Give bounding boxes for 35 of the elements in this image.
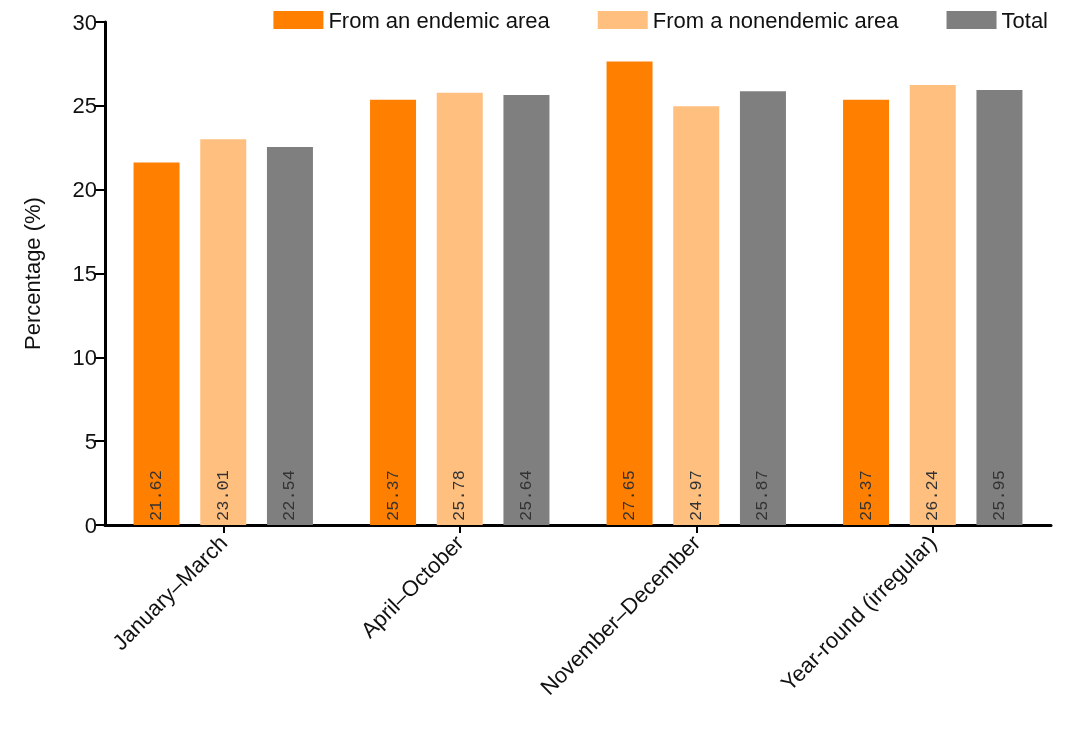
data-label: 24.97 <box>686 469 706 521</box>
y-tick-label: 15 <box>72 261 97 286</box>
data-label: 23.01 <box>213 469 233 521</box>
bar <box>673 106 720 525</box>
data-label: 25.37 <box>383 469 403 521</box>
legend-label: Total <box>1001 7 1049 33</box>
data-label: 21.62 <box>147 469 167 521</box>
bar <box>133 162 180 525</box>
legend-label: From an endemic area <box>328 7 551 33</box>
data-label: 26.24 <box>923 469 943 521</box>
y-axis-title: Percentage (%) <box>19 197 45 350</box>
data-label: 25.78 <box>450 469 470 521</box>
y-tick-label: 25 <box>72 93 97 119</box>
y-tick-label: 30 <box>72 9 97 35</box>
y-tick-label: 10 <box>72 344 97 370</box>
bar <box>739 91 786 525</box>
bar <box>976 89 1023 525</box>
data-label: 25.87 <box>753 469 773 521</box>
data-label: 25.37 <box>856 469 876 521</box>
bar <box>200 139 247 525</box>
bar <box>606 61 653 525</box>
legend-label: From a nonendemic area <box>652 7 900 33</box>
y-tick-label: 0 <box>84 512 97 538</box>
data-label: 25.95 <box>989 469 1009 521</box>
bar <box>843 99 890 525</box>
bar <box>503 95 550 525</box>
bar <box>436 92 483 525</box>
bar <box>266 147 313 525</box>
y-tick-label: 5 <box>84 428 97 454</box>
data-label: 25.64 <box>516 469 536 521</box>
data-label: 22.54 <box>280 469 300 521</box>
data-label: 27.65 <box>620 469 640 521</box>
bar <box>909 85 956 525</box>
y-tick-label: 20 <box>72 177 97 203</box>
bar <box>370 99 417 525</box>
